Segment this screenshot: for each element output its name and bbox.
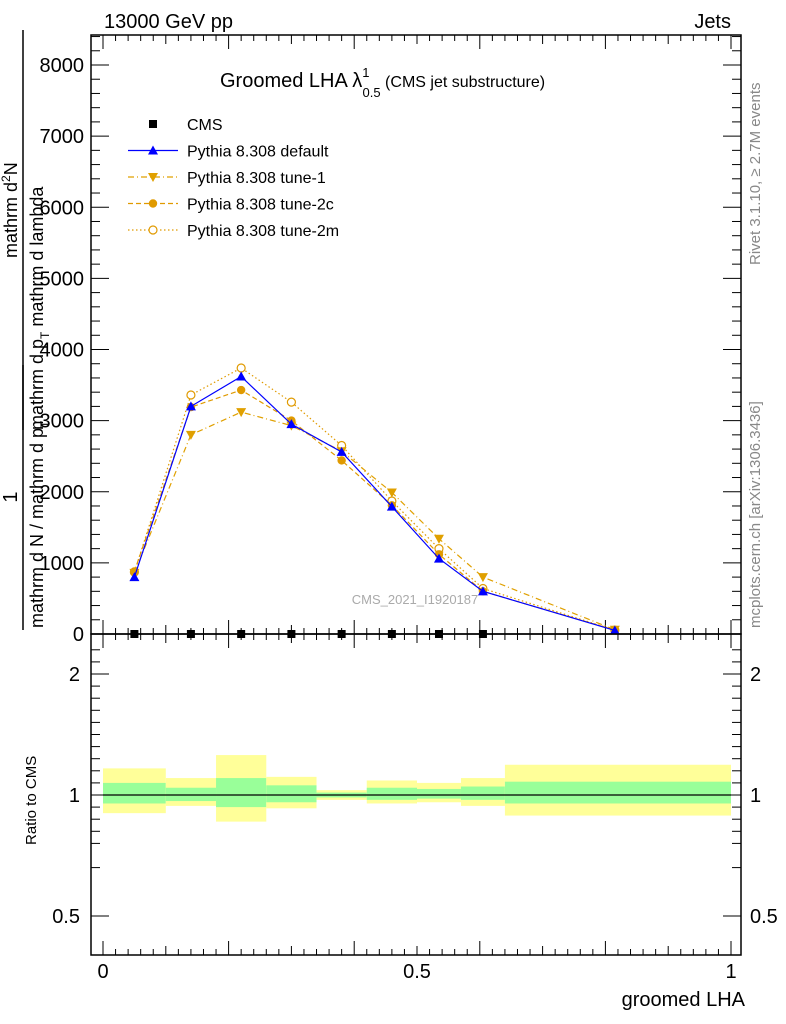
header-category-label: Jets — [694, 11, 731, 33]
ylabel-frac1-num: 1 — [0, 491, 22, 502]
y-tick-label: 0 — [73, 624, 84, 646]
legend: CMS Pythia 8.308 default Pythia 8.308 tune… — [128, 117, 339, 240]
header-process-label: 13000 GeV pp — [104, 11, 233, 33]
y-tick-label: 3000 — [40, 411, 85, 433]
ylabel-frac1-den: mathrm d N / mathrm d pT — [27, 420, 52, 628]
ratio-y-tick-label: 0.5 — [750, 906, 778, 928]
mcplots-label: mcplots.cern.ch [arXiv:1306.3436] — [747, 401, 764, 628]
y-tick-label: 1000 — [40, 553, 85, 575]
y-tick-label: 8000 — [40, 55, 85, 77]
y-tick-label: 2000 — [40, 482, 85, 504]
series-line — [133, 367, 616, 631]
y-tick-label: 7000 — [40, 126, 85, 148]
legend-label: Pythia 8.308 tune-1 — [187, 170, 326, 187]
legend-label: CMS — [187, 117, 223, 134]
data-point — [286, 419, 297, 429]
series-line — [133, 389, 615, 631]
ratio-y-tick-label: 0.5 — [52, 906, 80, 928]
legend-label: Pythia 8.308 tune-2c — [187, 197, 334, 214]
ratio-y-tick-label: 2 — [69, 664, 80, 686]
y-tick-label: 4000 — [40, 340, 85, 362]
plot-title: Groomed LHA λ1 0.5 (CMS jet substructure) — [220, 65, 545, 100]
data-point — [236, 363, 246, 373]
data-point — [236, 385, 246, 395]
data-point — [609, 625, 620, 635]
data-point — [129, 572, 140, 582]
data-point — [236, 408, 247, 418]
data-point — [386, 488, 397, 498]
ratio-y-tick-label: 1 — [750, 785, 761, 807]
upper-panel: 0 1000 2000 3000 4000 5000 6000 7000 8000 — [40, 34, 742, 646]
ratio-inner-band — [266, 785, 317, 803]
title-note: (CMS jet substructure) — [381, 74, 545, 91]
ratio-inner-band — [460, 786, 505, 800]
ratio-inner-band — [103, 782, 166, 804]
data-point — [286, 397, 296, 407]
x-tick-label: 0 — [97, 961, 108, 983]
title-sub: 0.5 — [363, 85, 381, 100]
legend-label: Pythia 8.308 tune-2m — [187, 223, 339, 240]
data-point — [336, 446, 347, 456]
title-main: Groomed LHA — [220, 70, 352, 92]
ratio-y-tick-label: 1 — [69, 785, 80, 807]
data-point — [186, 390, 196, 400]
data-point — [185, 430, 196, 440]
analysis-watermark: CMS_2021_I1920187 — [352, 592, 479, 607]
x-tick-label: 0.5 — [403, 961, 431, 983]
y-tick-label: 6000 — [40, 197, 85, 219]
ratio-panel: 0 0.5 1 0.5 0.5 1 1 2 2 — [52, 633, 778, 983]
legend-marker — [149, 120, 157, 128]
ratio-y-tick-label: 2 — [750, 664, 761, 686]
ylabel-frac2-den: mathrm d pT mathrm d lambda — [27, 186, 52, 430]
legend-marker — [148, 199, 158, 208]
legend-label: Pythia 8.308 default — [187, 144, 329, 161]
data-point — [386, 501, 397, 511]
upper-y-axis-label: 1 mathrm d N / mathrm d pT mathrm d2N ma… — [0, 30, 52, 630]
rivet-version-label: Rivet 3.1.10, ≥ 2.7M events — [747, 83, 764, 266]
ratio-inner-band — [216, 778, 267, 808]
ratio-inner-band — [366, 787, 417, 800]
ratio-inner-band — [504, 781, 731, 804]
data-point — [337, 456, 346, 465]
data-point — [236, 371, 247, 381]
title-sup: 1 — [362, 65, 369, 80]
data-point — [477, 586, 488, 596]
ylabel-frac2-num: mathrm d2N — [0, 162, 21, 258]
data-point — [433, 553, 444, 563]
x-axis-label: groomed LHA — [622, 989, 746, 1011]
ratio-inner-band — [417, 788, 461, 799]
title-symbol: λ — [352, 70, 362, 92]
data-point — [185, 401, 196, 411]
legend-marker — [148, 145, 158, 155]
ratio-inner-band — [165, 787, 217, 802]
y-tick-label: 5000 — [40, 268, 85, 290]
ratio-y-axis-label: Ratio to CMS — [23, 756, 40, 845]
legend-marker — [148, 173, 158, 182]
data-point — [477, 573, 488, 583]
data-point — [433, 534, 444, 544]
x-tick-label: 1 — [725, 961, 736, 983]
legend-marker — [148, 225, 158, 235]
